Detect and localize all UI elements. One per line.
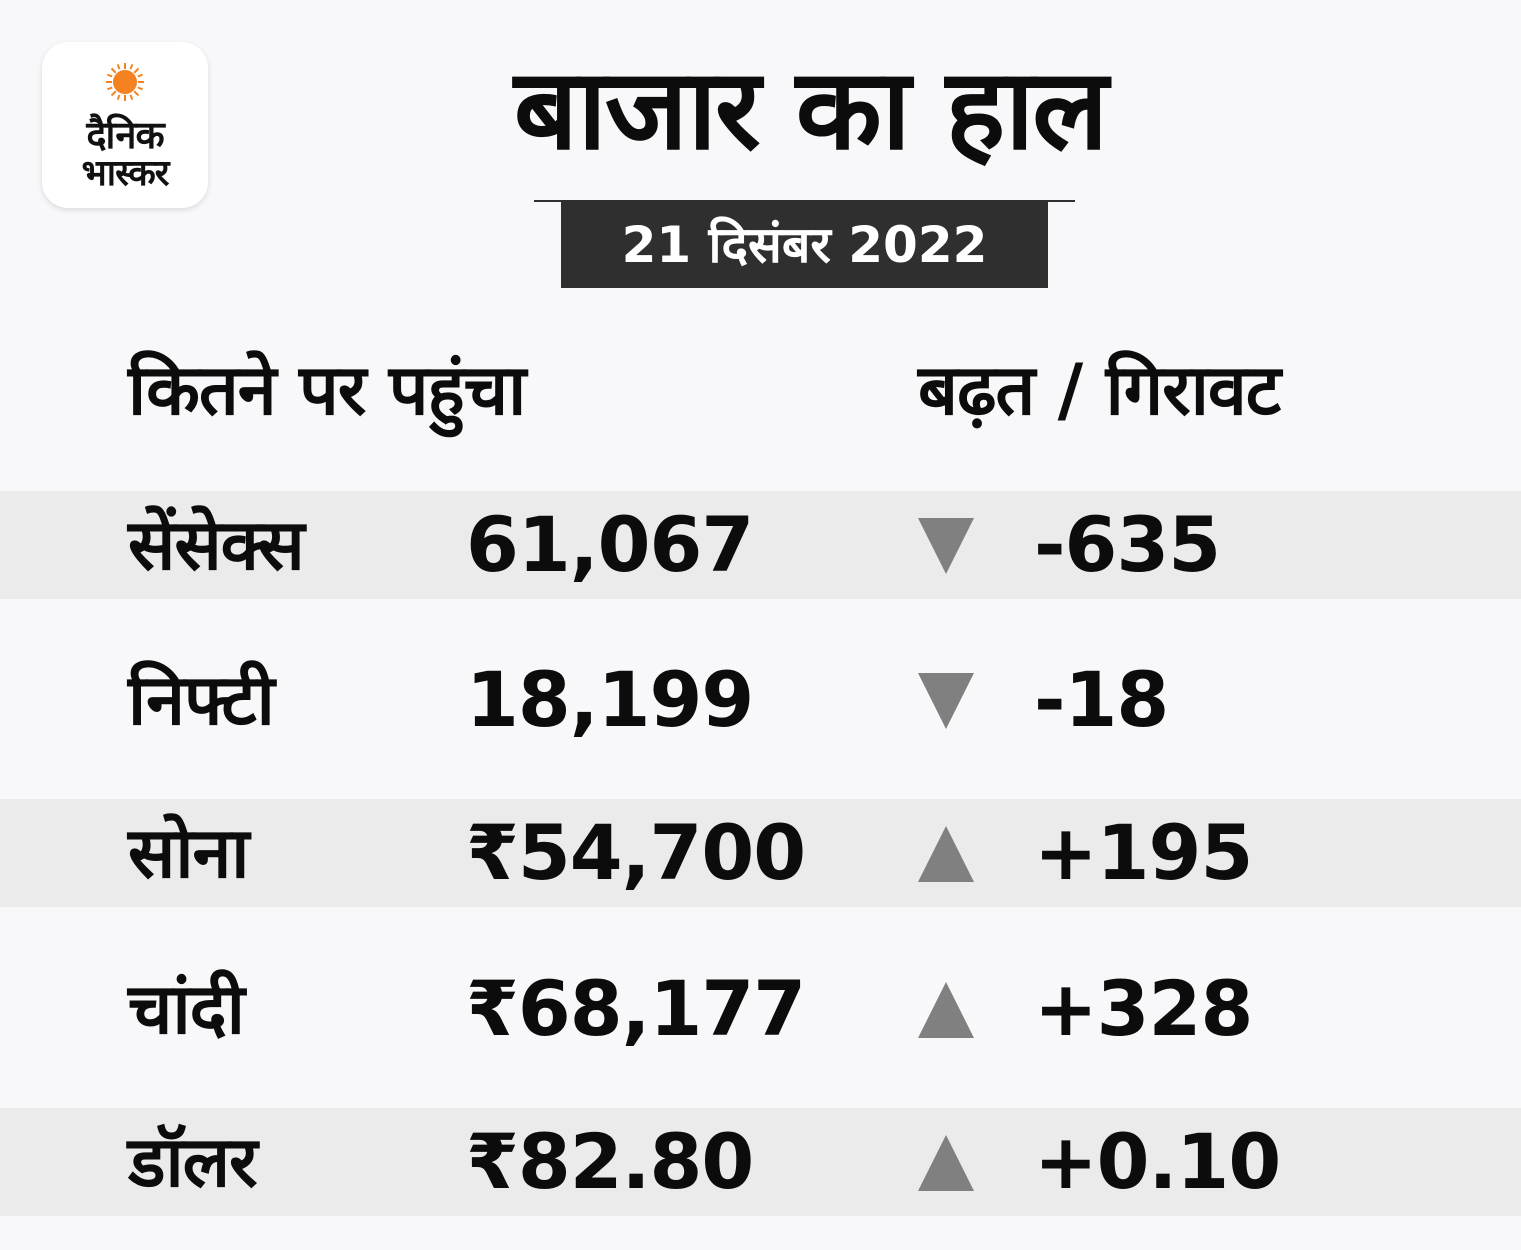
down-arrow-icon <box>918 518 974 574</box>
row-name: डॉलर <box>128 1121 258 1203</box>
title-divider <box>534 200 1075 202</box>
row-value: ₹54,700 <box>466 808 806 897</box>
row-name: सेंसेक्स <box>128 504 305 586</box>
row-name: निफ्टी <box>128 659 275 741</box>
logo-text-line2: भास्कर <box>81 153 169 194</box>
row-change: +328 <box>1034 964 1253 1053</box>
up-arrow-icon <box>918 1135 974 1191</box>
table-row: निफ्टी 18,199 -18 <box>0 646 1521 754</box>
row-change: +0.10 <box>1034 1117 1281 1206</box>
page-title: बाजार का हाल <box>513 45 1108 175</box>
table-row: सोना ₹54,700 +195 <box>0 799 1521 907</box>
row-change: -635 <box>1034 500 1221 589</box>
row-value: 61,067 <box>466 500 754 589</box>
up-arrow-icon <box>918 982 974 1038</box>
row-change: -18 <box>1034 655 1169 744</box>
sun-icon <box>106 63 144 101</box>
row-value: ₹68,177 <box>466 964 806 1053</box>
dainik-bhaskar-logo: दैनिक भास्कर <box>42 42 208 208</box>
row-name: चांदी <box>128 968 245 1050</box>
date-badge: 21 दिसंबर 2022 <box>561 202 1048 288</box>
table-row: डॉलर ₹82.80 +0.10 <box>0 1108 1521 1216</box>
row-value: 18,199 <box>466 655 754 744</box>
down-arrow-icon <box>918 673 974 729</box>
row-value: ₹82.80 <box>466 1117 754 1206</box>
row-name: सोना <box>128 812 249 894</box>
logo-text-line1: दैनिक <box>86 113 164 157</box>
table-row: सेंसेक्स 61,067 -635 <box>0 491 1521 599</box>
up-arrow-icon <box>918 826 974 882</box>
column-header-value: कितने पर पहुंचा <box>128 349 526 431</box>
table-row: चांदी ₹68,177 +328 <box>0 955 1521 1063</box>
column-header-change: बढ़त / गिरावट <box>918 349 1281 431</box>
row-change: +195 <box>1034 808 1253 897</box>
